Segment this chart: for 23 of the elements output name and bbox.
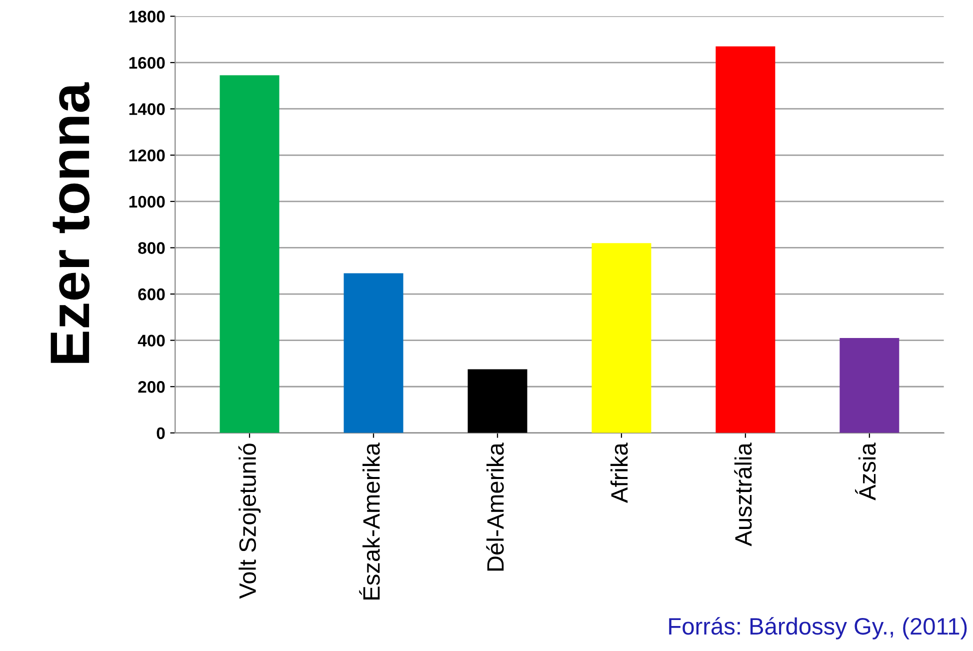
y-tick-label: 1800 — [129, 10, 165, 22]
y-axis-title: Ezer tonna — [50, 82, 90, 363]
y-tick-label: 1200 — [129, 150, 165, 162]
y-tick-label: 1600 — [129, 56, 165, 69]
x-tick-label: Ausztrália — [734, 442, 752, 546]
bar — [592, 243, 652, 433]
bar — [840, 338, 900, 433]
bar — [220, 75, 280, 433]
y-tick-label: 0 — [156, 427, 165, 440]
y-tick-label: 400 — [138, 334, 165, 347]
x-tick-label: Afrika — [610, 442, 628, 503]
y-tick-label: 1400 — [129, 103, 165, 116]
y-tick-label: 200 — [138, 381, 165, 393]
y-tick-label: 800 — [138, 242, 165, 254]
x-tick-label: Ázsia — [855, 442, 876, 500]
x-tick-label: Volt Szojetunió — [238, 444, 261, 599]
text: Forrás: Bárdossy Gy., (2011) — [669, 617, 967, 640]
x-tick-label: Dél-Amerika — [486, 442, 504, 571]
y-tick-label: 1000 — [129, 196, 165, 208]
x-tick-label: Észak-Amerika — [359, 442, 380, 600]
bar — [344, 273, 404, 433]
bar — [716, 46, 776, 433]
y-tick-label: 600 — [138, 288, 165, 300]
